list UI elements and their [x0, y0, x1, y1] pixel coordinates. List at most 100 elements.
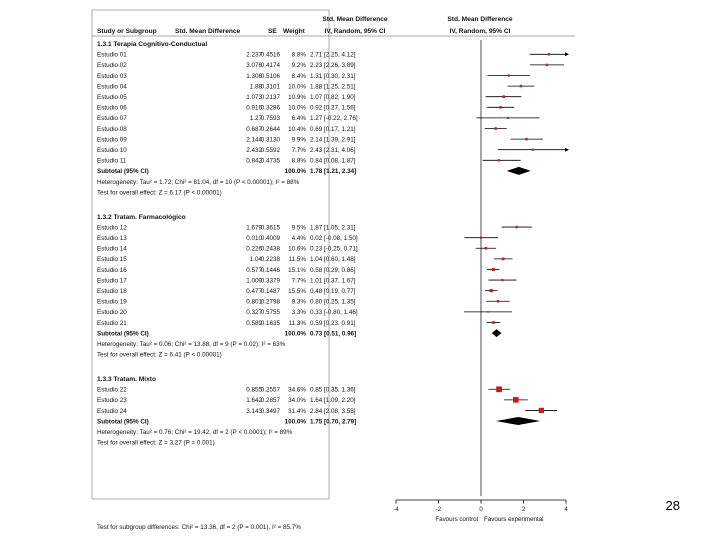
study-ci-text: 0.48 [0.19, 0.77] — [310, 288, 356, 295]
study-ci-text: 0.23 [-0.25, 0.71] — [310, 246, 358, 253]
study-se: 0.3379 — [261, 277, 281, 284]
study-smd: 1.306 — [246, 73, 262, 80]
study-name: Estudio 24 — [97, 408, 127, 415]
study-square — [547, 53, 551, 56]
study-square — [531, 148, 534, 151]
study-name: Estudio 07 — [97, 115, 127, 122]
study-se: 0.4516 — [261, 52, 281, 59]
study-smd: 2.237 — [246, 52, 262, 59]
study-name: Estudio 21 — [97, 320, 127, 327]
study-name: Estudio 19 — [97, 299, 127, 306]
page-number: 28 — [665, 498, 680, 513]
study-se: 0.3497 — [261, 408, 281, 415]
study-smd: 1.04 — [250, 256, 263, 263]
study-name: Estudio 01 — [97, 52, 127, 59]
study-smd: 0.916 — [246, 105, 262, 112]
subtotal-label: Subtotal (95% CI) — [97, 330, 149, 337]
study-weight: 7.7% — [292, 147, 307, 154]
study-ci-text: 1.31 [0.30, 2.31] — [310, 73, 356, 80]
study-smd: 3.143 — [246, 408, 262, 415]
study-weight: 3.3% — [292, 309, 307, 316]
study-smd: 1.642 — [246, 397, 262, 404]
study-ci-text: 1.64 [1.09, 2.20] — [310, 397, 356, 404]
x-tick-label: 0 — [479, 507, 483, 513]
study-se: 0.1487 — [261, 288, 281, 295]
subtotal-label: Subtotal (95% CI) — [97, 168, 149, 175]
study-square — [494, 127, 497, 130]
subgroup-test-text: Test for subgroup differences: Chi² = 13… — [97, 524, 301, 531]
study-smd: 2.432 — [246, 147, 262, 154]
study-smd: 1.009 — [246, 277, 262, 284]
study-ci-text: 0.59 [0.23, 0.91] — [310, 320, 356, 327]
study-smd: 0.589 — [246, 320, 262, 327]
study-ci-text: 0.92 [0.27, 1.56] — [310, 105, 356, 112]
study-se: 0.3101 — [261, 83, 281, 90]
study-se: 0.5106 — [261, 73, 281, 80]
study-smd: 2.144 — [246, 136, 262, 143]
study-weight: 4.4% — [292, 235, 307, 242]
study-se: 0.2137 — [261, 94, 281, 101]
study-ci-text: 0.33 [-0.80, 1.46] — [310, 309, 358, 316]
study-name: Estudio 08 — [97, 126, 127, 133]
study-square — [492, 321, 495, 324]
study-ci-text: 1.01 [0.37, 1.67] — [310, 277, 356, 284]
study-name: Estudio 11 — [97, 158, 127, 165]
study-name: Estudio 17 — [97, 277, 127, 284]
x-tick-label: -2 — [436, 507, 442, 513]
study-ci-text: 0.02 [-0.08, 1.50] — [310, 235, 358, 242]
study-square — [506, 116, 510, 119]
study-weight: 34.6% — [288, 387, 306, 394]
study-ci-text: 0.84 [0.08, 1.87] — [310, 158, 356, 165]
study-weight: 15.5% — [288, 288, 306, 295]
subtotal-diamond — [491, 329, 502, 338]
study-smd: 0.855 — [246, 387, 262, 394]
study-smd: 0.226 — [246, 246, 262, 253]
study-square — [519, 84, 523, 88]
study-square — [513, 397, 519, 403]
study-smd: 0.010 — [246, 235, 262, 242]
study-square — [499, 106, 502, 109]
study-name: Estudio 18 — [97, 288, 127, 295]
study-se: 0.7593 — [261, 115, 281, 122]
study-weight: 8.8% — [292, 158, 307, 165]
study-se: 0.2238 — [261, 256, 281, 263]
heterogeneity-text: Heterogeneity: Tau² = 0.76; Chi² = 19.42… — [97, 429, 293, 436]
subgroup-title: 1.3.1 Terapia Cognitivo-Conductual — [97, 41, 207, 48]
study-square — [507, 74, 510, 77]
study-name: Estudio 22 — [97, 387, 127, 394]
study-se: 0.3130 — [261, 136, 281, 143]
study-name: Estudio 23 — [97, 397, 127, 404]
study-ci-text: 0.85 [0.35, 1.36] — [310, 387, 356, 394]
study-square — [545, 63, 549, 67]
study-se: 0.4009 — [261, 235, 281, 242]
study-weight: 10.9% — [288, 94, 306, 101]
study-se: 0.4735 — [261, 158, 281, 165]
study-square — [501, 278, 504, 282]
study-se: 0.1446 — [261, 267, 281, 274]
study-weight: 8.4% — [292, 73, 307, 80]
overall-effect-text: Test for overall effect: Z = 3.27 (P = 0… — [97, 440, 215, 447]
study-weight: 6.4% — [292, 115, 307, 122]
study-se: 0.2438 — [261, 246, 281, 253]
study-weight: 10.6% — [288, 246, 306, 253]
study-se: 0.2557 — [261, 387, 281, 394]
study-ci-text: 1.07 [0.82, 1.90] — [310, 94, 356, 101]
study-ci-text: 0.58 [0.29, 0.86] — [310, 267, 356, 274]
subtotal-ci-text: 1.75 [0.70, 2.79] — [310, 418, 356, 425]
study-name: Estudio 09 — [97, 136, 127, 143]
se-header: SE — [268, 28, 277, 35]
study-square — [487, 311, 489, 313]
study-weight: 9.9% — [292, 136, 307, 143]
study-name: Estudio 13 — [97, 235, 127, 242]
study-name: Estudio 16 — [97, 267, 127, 274]
study-ci-text: 2.71 [2.25, 4.12] — [310, 52, 356, 59]
study-smd: 1.679 — [246, 224, 262, 231]
study-weight: 10.4% — [288, 126, 306, 133]
subtotal-weight: 100.0% — [285, 418, 307, 425]
study-weight: 10.0% — [288, 83, 306, 90]
smd-header: Std. Mean Difference — [175, 28, 241, 35]
subtotal-weight: 100.0% — [285, 168, 307, 175]
study-weight: 9.5% — [292, 224, 307, 231]
